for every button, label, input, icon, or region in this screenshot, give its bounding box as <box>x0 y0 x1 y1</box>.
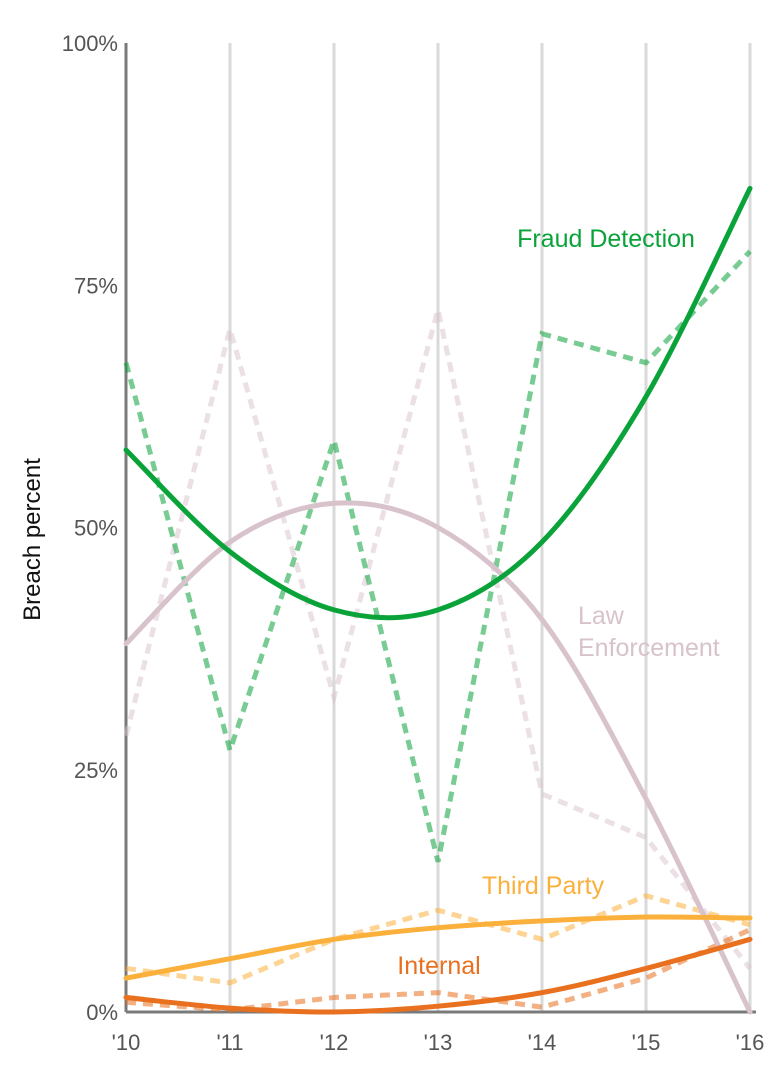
x-tick-label: '12 <box>320 1030 349 1055</box>
series-label-fraud-detection: Fraud Detection <box>517 225 695 253</box>
x-tick-label: '10 <box>112 1030 141 1055</box>
trend-series <box>123 185 753 1015</box>
y-tick-label: 25% <box>74 758 118 783</box>
x-tick-label: '15 <box>632 1030 661 1055</box>
series-internal-trend <box>123 936 753 1015</box>
vertical-gridlines <box>228 43 752 1012</box>
x-tick-label: '14 <box>528 1030 557 1055</box>
x-tick-label: '11 <box>216 1030 243 1055</box>
x-tick-label: '16 <box>736 1030 765 1055</box>
y-axis-title: Breach percent <box>19 458 46 621</box>
y-tick-label: 50% <box>74 516 118 541</box>
y-tick-label: 75% <box>74 273 118 298</box>
series-label-third-party: Third Party <box>482 872 605 900</box>
series-label-internal: Internal <box>397 952 480 980</box>
series-label-law-enforcement: Enforcement <box>578 634 720 662</box>
labels: 0% 25% 50% 75% 100% '10 '11 '12 '13 '14 '15 '16 Brea… <box>19 31 764 1055</box>
series-label-law-enforcement: Law <box>578 602 625 630</box>
series-law-enforcement-trend <box>123 500 753 1015</box>
series-fraud-detection-observed <box>123 249 752 863</box>
y-tick-label: 0% <box>86 1000 118 1025</box>
series-fraud-detection-trend <box>123 185 753 621</box>
x-tick-label: '13 <box>424 1030 453 1055</box>
y-tick-label: 100% <box>62 31 118 56</box>
series-third-party-trend <box>123 914 753 981</box>
series-third-party-observed <box>125 893 751 986</box>
